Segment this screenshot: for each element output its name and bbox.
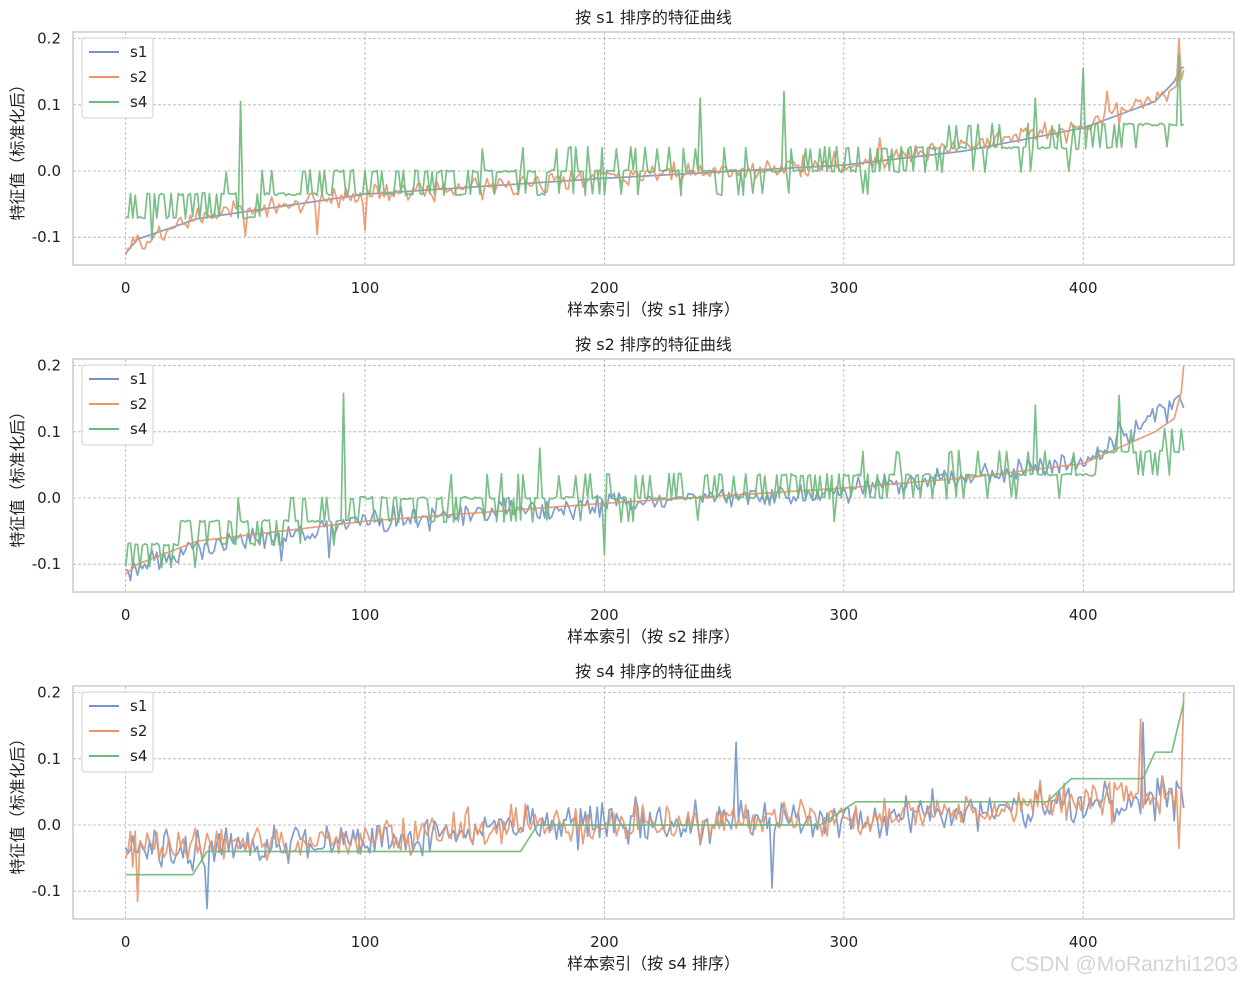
series-line-s4 [124, 392, 1185, 569]
legend-label-s4: s4 [130, 747, 147, 765]
series-line-s4 [125, 702, 1185, 876]
x-tick-label: 100 [351, 279, 380, 297]
series-line-s1 [124, 721, 1185, 910]
y-tick-label: -0.1 [32, 228, 61, 246]
y-tick-label: -0.1 [32, 555, 61, 573]
x-axis-label: 样本索引（按 s4 排序） [567, 954, 740, 973]
x-tick-label: 0 [121, 279, 131, 297]
legend-label-s1: s1 [130, 370, 147, 388]
legend-label-s4: s4 [130, 420, 147, 438]
x-tick-label: 400 [1069, 606, 1098, 624]
x-tick-label: 400 [1069, 933, 1098, 951]
x-tick-label: 0 [121, 606, 131, 624]
legend-label-s1: s1 [130, 43, 147, 61]
legend: s1 s2 s4 [81, 691, 154, 773]
x-tick-label: 0 [121, 933, 131, 951]
legend-label-s1: s1 [130, 697, 147, 715]
x-tick-label: 200 [590, 606, 619, 624]
legend-label-s2: s2 [130, 395, 147, 413]
grid [73, 359, 1234, 592]
y-tick-label: 0.2 [37, 30, 61, 48]
chart-title: 按 s4 排序的特征曲线 [575, 662, 732, 681]
y-tick-label: 0.1 [37, 423, 61, 441]
chart-3: 0 100 200 300 400 -0.1 0.0 0.1 0.2 按 s4 排序的特征曲线样本… [8, 662, 1235, 973]
chart-1: 0 100 200 300 400 -0.1 0.0 0.1 0.2 按 s1 排序的特征曲线样本… [8, 8, 1235, 319]
series-line-s1 [125, 394, 1185, 582]
watermark: CSDN @MoRanzhi1203 [1010, 953, 1238, 976]
x-axis-label: 样本索引（按 s2 排序） [567, 627, 740, 646]
y-tick-label: -0.1 [32, 882, 61, 900]
legend: s1 s2 s4 [81, 364, 154, 446]
x-axis-label: 样本索引（按 s1 排序） [567, 300, 740, 319]
legend-label-s2: s2 [130, 68, 147, 86]
legend-label-s4: s4 [130, 93, 147, 111]
legend-label-s2: s2 [130, 722, 147, 740]
y-tick-label: 0.2 [37, 357, 61, 375]
x-tick-label: 300 [829, 606, 858, 624]
x-tick-label: 100 [351, 933, 380, 951]
plot-frame [72, 358, 1235, 593]
series-line-s4 [125, 54, 1185, 241]
series-line-s1 [125, 66, 1185, 254]
chart-title: 按 s2 排序的特征曲线 [575, 335, 732, 354]
y-tick-label: 0.0 [37, 162, 61, 180]
y-axis-label: 特征值（标准化后） [8, 403, 27, 547]
chart-2: 0 100 200 300 400 -0.1 0.0 0.1 0.2 按 s2 排序的特征曲线样本… [8, 335, 1235, 646]
plot-frame [72, 31, 1235, 266]
x-tick-label: 300 [829, 279, 858, 297]
y-tick-label: 0.1 [37, 96, 61, 114]
y-tick-label: 0.2 [37, 684, 61, 702]
x-tick-label: 200 [590, 933, 619, 951]
series-line-s2 [124, 37, 1185, 256]
x-tick-label: 300 [829, 933, 858, 951]
x-tick-label: 200 [590, 279, 619, 297]
y-tick-label: 0.1 [37, 750, 61, 768]
y-axis-label: 特征值（标准化后） [8, 76, 27, 220]
series-line-s2 [125, 365, 1185, 575]
chart-title: 按 s1 排序的特征曲线 [575, 8, 732, 27]
x-tick-label: 100 [351, 606, 380, 624]
y-axis-label: 特征值（标准化后） [8, 730, 27, 874]
grid [73, 32, 1234, 265]
legend: s1 s2 s4 [81, 37, 154, 119]
y-tick-label: 0.0 [37, 489, 61, 507]
plot-frame [72, 685, 1235, 920]
series-line-s2 [124, 692, 1185, 902]
y-tick-label: 0.0 [37, 816, 61, 834]
x-tick-label: 400 [1069, 279, 1098, 297]
